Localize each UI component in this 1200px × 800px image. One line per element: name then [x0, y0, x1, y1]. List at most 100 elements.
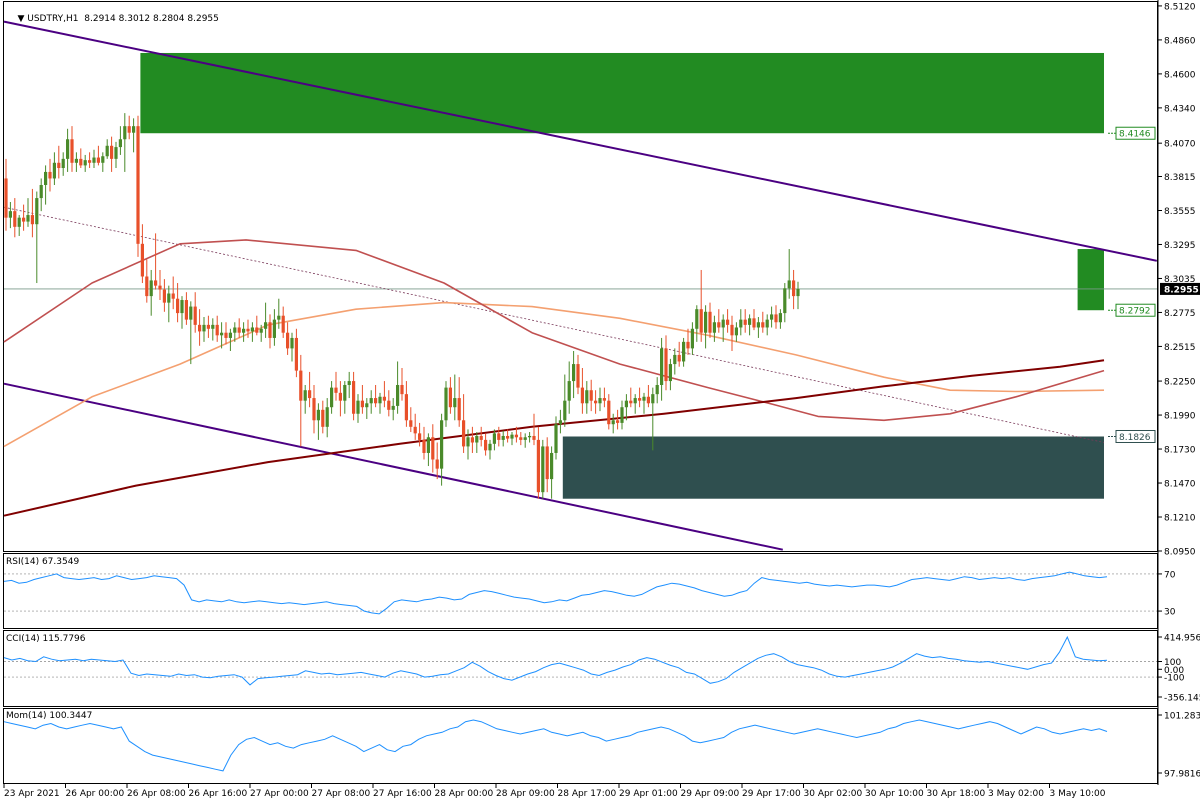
- candle-body: [211, 324, 215, 329]
- price-tick-label: 8.5120: [1164, 2, 1196, 12]
- candle-body: [748, 318, 752, 325]
- time-tick-label: 28 Apr 00:00: [435, 789, 494, 799]
- time-tick-label: 26 Apr 00:00: [66, 789, 125, 799]
- price-label: 8.4146: [1119, 130, 1151, 140]
- price-label: 8.1826: [1119, 433, 1151, 443]
- collapse-triangle-icon[interactable]: ▼: [17, 14, 28, 24]
- candle-body: [519, 437, 523, 440]
- candle-body: [321, 409, 325, 427]
- candle-body: [536, 439, 540, 493]
- candle-body: [594, 400, 598, 404]
- candle-body: [743, 319, 747, 325]
- candle-body: [171, 293, 175, 299]
- momentum-tick-label: 101.2835: [1164, 712, 1200, 722]
- candle-body: [668, 364, 672, 382]
- price-tick-label: 8.3815: [1164, 173, 1196, 183]
- rsi-line: [3, 571, 1108, 615]
- candle-body: [396, 384, 400, 406]
- dotted-trend-line: [3, 206, 1105, 443]
- candle-body: [83, 160, 87, 166]
- candle-body: [778, 313, 782, 323]
- candle-body: [387, 400, 391, 410]
- ma-mid-line: [3, 301, 1105, 448]
- candle-body: [30, 215, 34, 225]
- candle-body: [501, 435, 505, 440]
- candle-body: [242, 328, 246, 333]
- cci-tick-label: 414.9568: [1164, 634, 1200, 644]
- candle-body: [523, 437, 527, 440]
- candle-body: [545, 446, 549, 480]
- candle-body: [360, 400, 364, 408]
- open-value: 8.2914: [84, 14, 116, 24]
- time-tick-label: 27 Apr 16:00: [373, 789, 432, 799]
- channel-upper-line: [3, 20, 1158, 262]
- candle-body: [752, 318, 756, 328]
- candle-body: [162, 289, 166, 303]
- candle-body: [136, 126, 140, 244]
- price-tick-label: 8.3035: [1164, 275, 1196, 285]
- candle-body: [466, 437, 470, 447]
- price-tick-label: 8.4600: [1164, 70, 1196, 80]
- candle-body: [110, 145, 114, 159]
- momentum-title: Mom(14) 100.3447: [6, 711, 93, 721]
- cci-pane[interactable]: [3, 630, 1158, 707]
- candle-body: [400, 384, 404, 395]
- price-tick-label: 8.3295: [1164, 241, 1196, 251]
- candle-body: [624, 400, 628, 408]
- candle-body: [756, 322, 760, 328]
- candle-body: [462, 420, 466, 447]
- price-tick-label: 8.4860: [1164, 36, 1196, 46]
- candle-body: [721, 319, 725, 328]
- candle-body: [127, 126, 131, 133]
- candle-body: [193, 306, 197, 325]
- candle-body: [268, 322, 272, 338]
- candle-body: [453, 398, 457, 408]
- candle-body: [70, 139, 74, 163]
- price-tick-label: 8.1990: [1164, 412, 1196, 422]
- candle-body: [708, 311, 712, 333]
- candle-body: [655, 384, 659, 395]
- candle-body: [281, 315, 285, 333]
- candle-body: [563, 400, 567, 421]
- candle-body: [215, 324, 219, 336]
- candle-body: [202, 324, 206, 332]
- candle-body: [48, 171, 52, 179]
- candle-body: [558, 420, 562, 425]
- candle-body: [457, 398, 461, 421]
- candle-body: [290, 337, 294, 349]
- candle-body: [646, 396, 650, 404]
- time-tick-label: 28 Apr 17:00: [558, 789, 617, 799]
- candle-body: [787, 280, 791, 289]
- candle-body: [572, 364, 576, 382]
- candle-body: [13, 211, 17, 227]
- candle-body: [726, 319, 730, 325]
- candle-body: [660, 348, 664, 385]
- high-value: 8.3012: [118, 14, 151, 24]
- candle-body: [550, 452, 554, 480]
- candle-body: [330, 387, 334, 408]
- candle-body: [470, 437, 474, 443]
- candle-body: [585, 390, 589, 404]
- channel-lower-line: [3, 382, 784, 551]
- momentum-pane[interactable]: [3, 708, 1158, 784]
- price-label: 8.2792: [1119, 307, 1151, 317]
- price-tick-label: 8.4070: [1164, 140, 1196, 150]
- candle-body: [92, 157, 96, 163]
- demand-zone: [562, 436, 1104, 499]
- candle-body: [576, 364, 580, 388]
- current-price-tag-text: 8.2955: [1164, 285, 1199, 295]
- candle-body: [189, 306, 193, 320]
- candle-body: [514, 434, 518, 438]
- candle-body: [783, 288, 787, 314]
- rsi-pane[interactable]: [3, 553, 1158, 629]
- candle-body: [774, 314, 778, 323]
- candle-body: [541, 446, 545, 493]
- candle-body: [673, 354, 677, 365]
- candle-body: [52, 162, 56, 179]
- candle-body: [17, 217, 21, 227]
- candle-body: [567, 381, 571, 401]
- candle-body: [382, 396, 386, 401]
- candle-body: [444, 387, 448, 421]
- candle-body: [167, 293, 171, 303]
